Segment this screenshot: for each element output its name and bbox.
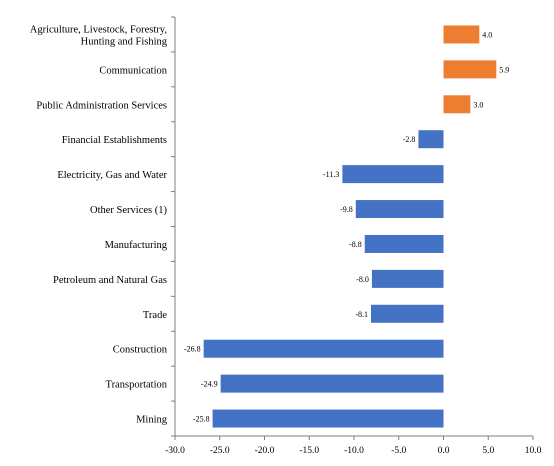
value-label: 4.0 — [482, 30, 492, 39]
value-label: -25.8 — [193, 415, 210, 424]
value-label: -2.8 — [403, 135, 416, 144]
category-label: Transportation — [106, 380, 168, 391]
bar — [443, 25, 480, 44]
x-tick-label: -10.0 — [344, 446, 364, 456]
category-label: Agriculture, Livestock, Forestry, — [30, 24, 167, 35]
x-tick-label: 0.0 — [438, 446, 450, 456]
value-label: -8.8 — [349, 240, 362, 249]
bar — [371, 269, 444, 288]
value-label: -9.8 — [340, 205, 353, 214]
axes-layer: -30.0 -25.0 -20.0 -15.0 -10.0 -5.0 0.0 5.0 10.0 — [165, 16, 542, 456]
bar — [418, 130, 444, 149]
value-label: -8.0 — [356, 275, 369, 284]
x-tick-label: -20.0 — [255, 446, 275, 456]
x-tick-label: -30.0 — [165, 446, 185, 456]
bar — [203, 339, 444, 358]
category-label: Other Services (1) — [90, 205, 167, 216]
value-labels-layer: 4.0 5.9 3.0 -2.8 -11.3 -9.8 -8.8 -8.0 -8.1 -26.8 -… — [184, 30, 509, 423]
category-label: Manufacturing — [105, 240, 168, 251]
bar — [355, 200, 444, 219]
category-label: Electricity, Gas and Water — [57, 170, 167, 181]
value-label: -26.8 — [184, 345, 201, 354]
category-labels-layer: Agriculture, Livestock, Forestry,Hunting… — [30, 24, 168, 425]
bar — [443, 60, 497, 79]
value-label: -24.9 — [201, 380, 218, 389]
category-label: Trade — [143, 310, 167, 321]
value-label: 5.9 — [499, 65, 509, 74]
category-label: Communication — [99, 65, 167, 76]
category-label: Mining — [136, 415, 168, 426]
bar — [220, 374, 444, 393]
bar — [443, 95, 471, 114]
category-label: Construction — [113, 345, 168, 356]
x-tick-label: 10.0 — [525, 446, 542, 456]
bar — [371, 304, 444, 323]
x-tick-label: 5.0 — [482, 446, 494, 456]
x-tick-label: -15.0 — [299, 446, 319, 456]
category-label: Hunting and Fishing — [81, 36, 168, 47]
x-tick-label: -5.0 — [391, 446, 406, 456]
category-label: Petroleum and Natural Gas — [53, 275, 167, 286]
value-label: -11.3 — [323, 170, 339, 179]
bars-layer — [203, 25, 497, 428]
value-label: -8.1 — [355, 310, 368, 319]
value-label: 3.0 — [473, 100, 483, 109]
category-label: Financial Establishments — [62, 135, 167, 146]
x-tick-label: -25.0 — [210, 446, 230, 456]
category-label: Public Administration Services — [36, 100, 167, 111]
bar — [364, 234, 444, 253]
bar — [342, 165, 444, 184]
bar — [212, 409, 444, 428]
